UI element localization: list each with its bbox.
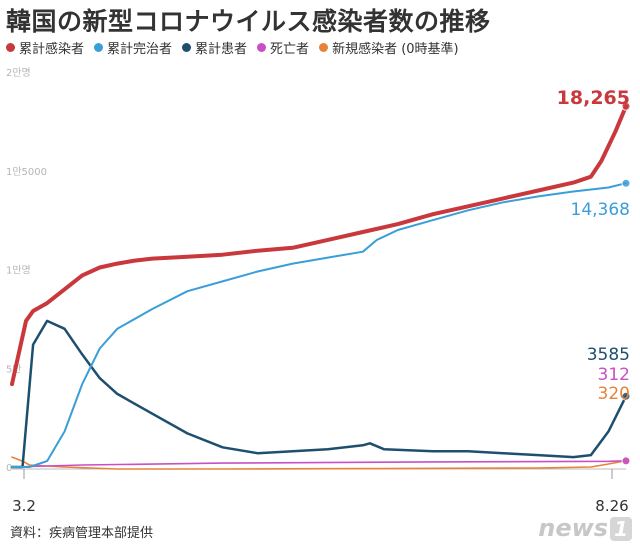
series-line-cumulative-recovered xyxy=(11,182,627,468)
series-end-point-cumulative-recovered xyxy=(621,178,631,188)
y-tick-label: 1만명 xyxy=(6,265,31,277)
brand-text: news xyxy=(538,514,609,542)
series-line-new-cases xyxy=(11,456,627,470)
end-label-cumulative-cases: 18,265 xyxy=(557,87,630,109)
news1-logo: news 1 xyxy=(538,514,632,542)
legend-swatch xyxy=(94,43,104,52)
legend: 累計感染者 累計完治者 累計患者 死亡者 新規感染者 (0時基準) xyxy=(6,38,459,57)
series-line-cumulative-cases xyxy=(10,104,628,387)
legend-swatch xyxy=(257,43,267,52)
series-line-active-patients xyxy=(10,319,628,469)
y-tick-label: 1만5000 xyxy=(6,166,47,178)
legend-swatch xyxy=(182,43,192,52)
source-note: 資料：疾病管理本部提供 xyxy=(10,526,154,541)
legend-label: 累計患者 xyxy=(195,42,248,57)
end-label-deaths: 312 xyxy=(598,365,630,385)
legend-label: 累計感染者 xyxy=(19,42,85,57)
x-tick-label-end: 8.26 xyxy=(595,497,628,515)
legend-label: 死亡者 xyxy=(270,42,310,57)
legend-item-deaths: 死亡者 xyxy=(257,38,309,57)
series-end-point-cumulative-cases xyxy=(621,101,631,111)
series-line-deaths xyxy=(11,460,627,468)
end-label-cumulative-recovered: 14,368 xyxy=(571,200,630,220)
legend-label: 累計完治者 xyxy=(107,42,173,57)
series-end-point-active-patients xyxy=(621,391,631,401)
end-label-active-patients: 3585 xyxy=(587,345,630,365)
end-label-new-cases: 320 xyxy=(598,384,630,404)
brand-mark: 1 xyxy=(610,517,632,541)
legend-swatch xyxy=(6,43,15,52)
legend-label: 新規感染者 (0時基準) xyxy=(332,42,459,57)
series-end-point-deaths xyxy=(621,456,631,466)
legend-item-active-patients: 累計患者 xyxy=(182,38,247,57)
legend-swatch xyxy=(319,43,329,52)
legend-item-new-cases: 新規感染者 (0時基準) xyxy=(319,38,459,57)
chart-title: 韓国の新型コロナウイルス感染者数の推移 xyxy=(6,7,491,36)
y-tick-label: 2만명 xyxy=(6,67,31,79)
y-tick-label: 0 xyxy=(6,463,12,474)
x-tick-label-start: 3.2 xyxy=(12,497,36,515)
legend-item-cumulative-cases: 累計感染者 xyxy=(6,38,84,57)
legend-item-cumulative-recovered: 累計完治者 xyxy=(94,38,172,57)
